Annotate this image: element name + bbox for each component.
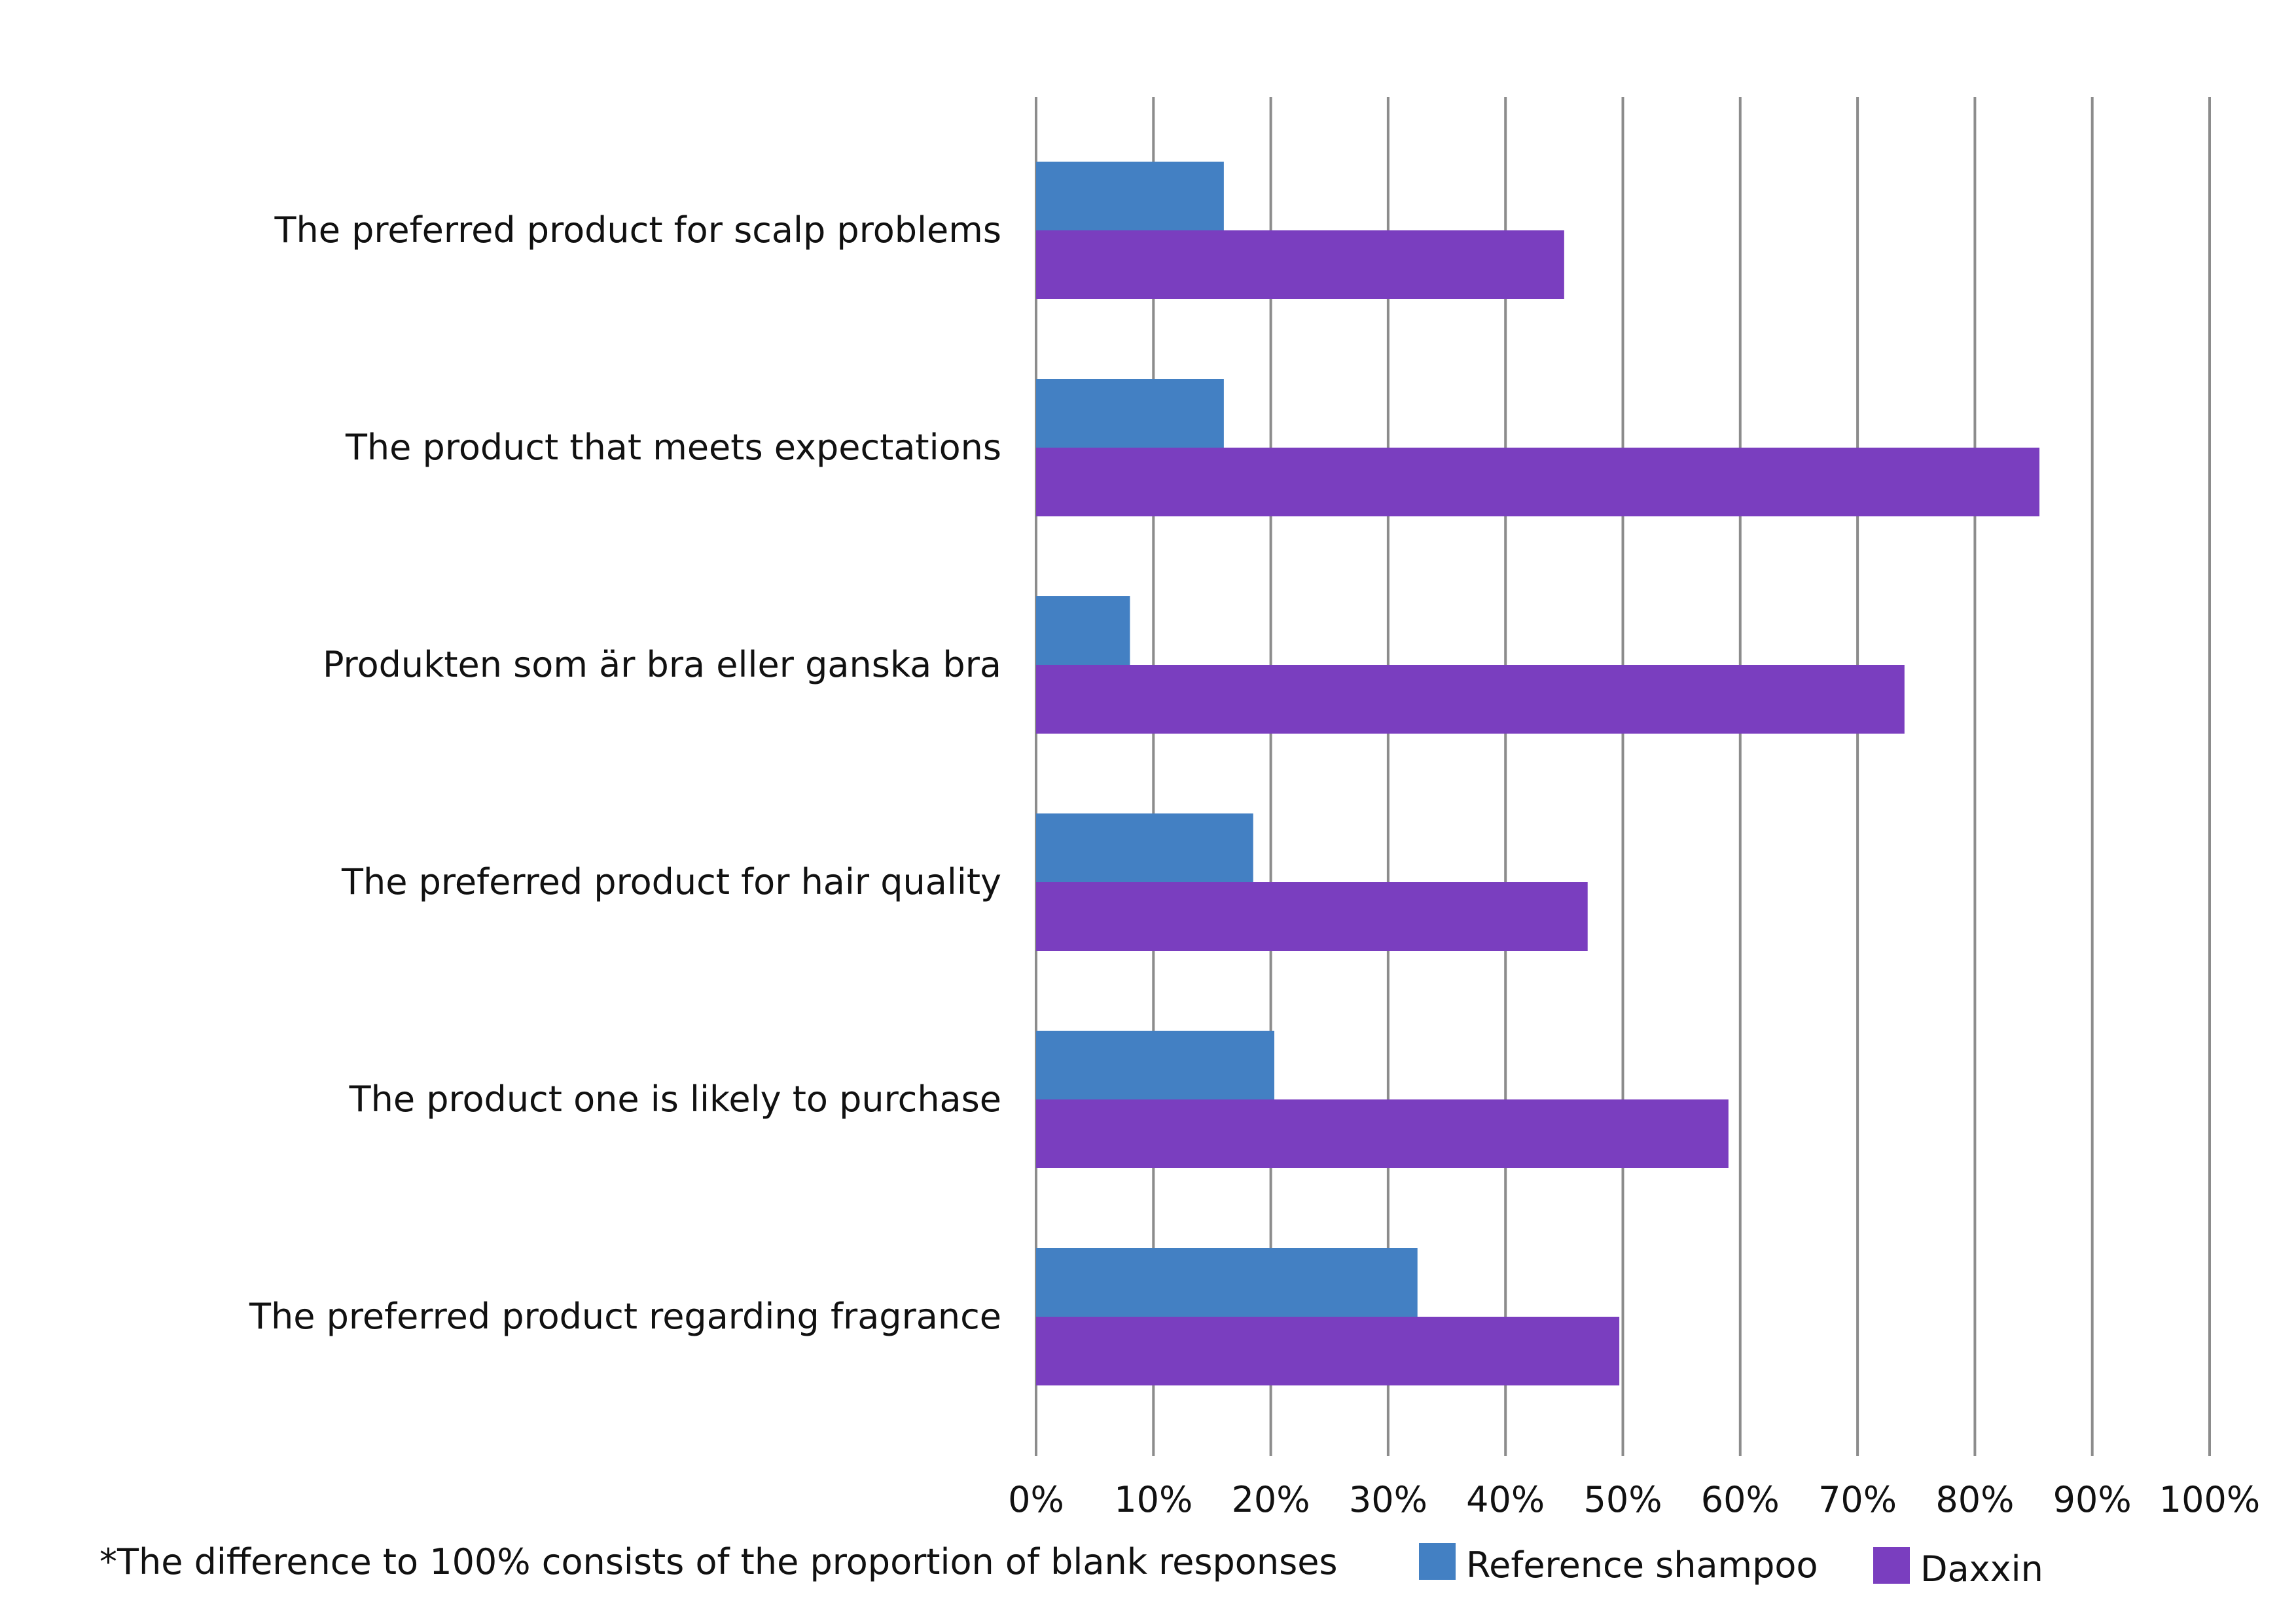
- x-axis-tick-labels: 0% 10% 20% 30% 40% 50% 60% 70% 80% 90% 100%: [1008, 1479, 2260, 1520]
- bar-reference-shampoo: [1036, 162, 1224, 230]
- bar-reference-shampoo: [1036, 813, 1253, 882]
- x-tick-label: 10%: [1114, 1479, 1193, 1520]
- x-tick-label: 40%: [1466, 1479, 1545, 1520]
- category-label: The preferred product for scalp problems: [274, 209, 1001, 251]
- bar-daxxin: [1036, 1099, 1729, 1168]
- category-label: The product one is likely to purchase: [349, 1079, 1001, 1120]
- bar-daxxin: [1036, 448, 2040, 516]
- x-tick-label: 0%: [1008, 1479, 1064, 1520]
- bars: [1036, 162, 2040, 1385]
- bar-daxxin: [1036, 882, 1588, 951]
- legend-label-daxxin: Daxxin: [1920, 1548, 2043, 1590]
- category-label: The preferred product for hair quality: [341, 861, 1001, 902]
- x-tick-label: 20%: [1232, 1479, 1310, 1520]
- x-tick-label: 50%: [1583, 1479, 1662, 1520]
- legend: Reference shampoo Daxxin: [1419, 1543, 2043, 1590]
- x-tick-label: 60%: [1701, 1479, 1780, 1520]
- category-label: The preferred product regarding fragranc…: [249, 1296, 1001, 1337]
- x-tick-label: 100%: [2159, 1479, 2260, 1520]
- x-tick-label: 90%: [2053, 1479, 2132, 1520]
- gridlines: [1035, 97, 2211, 1456]
- category-label: The product that meets expectations: [345, 427, 1001, 468]
- bar-reference-shampoo: [1036, 1248, 1418, 1317]
- bar-reference-shampoo: [1036, 379, 1224, 448]
- category-labels: The preferred product for scalp problems…: [249, 209, 1001, 1337]
- legend-label-reference-shampoo: Reference shampoo: [1466, 1544, 1818, 1586]
- x-tick-label: 30%: [1349, 1479, 1427, 1520]
- bar-daxxin: [1036, 665, 1905, 734]
- legend-swatch-daxxin: [1873, 1547, 1910, 1584]
- category-label: Produkten som är bra eller ganska bra: [323, 644, 1001, 685]
- footnote: *The difference to 100% consists of the …: [99, 1541, 1338, 1582]
- bar-daxxin: [1036, 230, 1564, 299]
- bar-reference-shampoo: [1036, 596, 1130, 665]
- bar-reference-shampoo: [1036, 1031, 1274, 1099]
- x-tick-label: 70%: [1818, 1479, 1897, 1520]
- x-tick-label: 80%: [1935, 1479, 2014, 1520]
- bar-daxxin: [1036, 1317, 1620, 1385]
- legend-swatch-reference-shampoo: [1419, 1543, 1456, 1580]
